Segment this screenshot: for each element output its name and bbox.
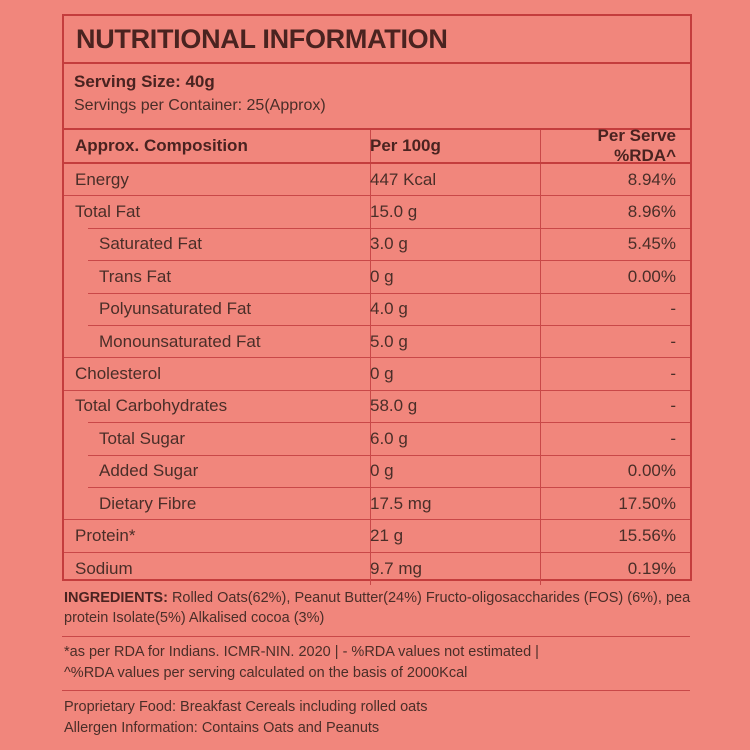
nutrient-name: Total Sugar xyxy=(99,428,185,448)
per-100g-value: 4.0 g xyxy=(370,299,408,319)
header-per-100g: Per 100g xyxy=(370,136,441,155)
serving-info: Serving Size: 40g Servings per Container… xyxy=(64,64,690,130)
table-row: Trans Fat 0 g 0.00% xyxy=(64,260,690,294)
per-100g-value: 5.0 g xyxy=(370,331,408,351)
footnote-basis: ^%RDA values per serving calculated on t… xyxy=(64,665,468,681)
table-row: Energy 447 Kcal 8.94% xyxy=(64,164,690,197)
rda-value: - xyxy=(670,428,676,448)
nutrient-name: Protein* xyxy=(75,525,136,545)
nutrient-name: Polyunsaturated Fat xyxy=(99,299,252,319)
serving-size: Serving Size: 40g xyxy=(74,72,215,91)
footnotes: *as per RDA for Indians. ICMR-NIN. 2020 … xyxy=(64,642,694,684)
per-100g-value: 3.0 g xyxy=(370,234,408,254)
rda-value: - xyxy=(670,396,676,416)
servings-per-container: Servings per Container: 25(Approx) xyxy=(74,97,326,114)
per-100g-value: 0 g xyxy=(370,266,394,286)
per-100g-value: 9.7 mg xyxy=(370,558,422,578)
per-100g-value: 58.0 g xyxy=(370,396,418,416)
divider xyxy=(62,636,690,637)
rda-value: 17.50% xyxy=(618,493,676,513)
per-100g-value: 15.0 g xyxy=(370,202,418,222)
nutrient-name: Saturated Fat xyxy=(99,234,203,254)
table-row: Sodium 9.7 mg 0.19% xyxy=(64,553,690,585)
ingredients: INGREDIENTS: Rolled Oats(62%), Peanut Bu… xyxy=(64,588,694,628)
table-header-row: Approx. Composition Per 100g Per Serve %… xyxy=(64,126,690,165)
rda-value: 0.00% xyxy=(627,266,676,286)
nutrient-name: Total Carbohydrates xyxy=(75,396,228,416)
ingredients-text: Rolled Oats(62%), Peanut Butter(24%) Fru… xyxy=(64,590,691,626)
per-100g-value: 447 Kcal xyxy=(370,169,437,189)
per-100g-value: 21 g xyxy=(370,525,404,545)
nutrition-table: Approx. Composition Per 100g Per Serve %… xyxy=(64,126,690,586)
table-row: Total Carbohydrates 58.0 g - xyxy=(64,391,690,424)
per-100g-value: 17.5 mg xyxy=(370,493,432,513)
divider xyxy=(62,690,690,691)
table-row: Dietary Fibre 17.5 mg 17.50% xyxy=(64,486,690,521)
table-row: Cholesterol 0 g - xyxy=(64,358,690,391)
per-100g-value: 0 g xyxy=(370,461,394,481)
per-100g-value: 0 g xyxy=(370,364,394,384)
table-row: Polyunsaturated Fat 4.0 g - xyxy=(64,292,690,326)
rda-value: 8.94% xyxy=(627,169,676,189)
rda-value: - xyxy=(670,299,676,319)
table-row: Total Fat 15.0 g 8.96% xyxy=(64,196,690,229)
product-info: Proprietary Food: Breakfast Cereals incl… xyxy=(64,697,694,739)
nutrient-name: Trans Fat xyxy=(99,266,172,286)
table-row: Added Sugar 0 g 0.00% xyxy=(64,454,690,488)
nutrient-name: Sodium xyxy=(75,558,133,578)
table-row: Saturated Fat 3.0 g 5.45% xyxy=(64,227,690,262)
table-row: Protein* 21 g 15.56% xyxy=(64,520,690,553)
table-row: Total Sugar 6.0 g - xyxy=(64,422,690,456)
rda-value: 15.56% xyxy=(618,525,676,545)
rda-value: 0.00% xyxy=(627,461,676,481)
nutrient-name: Added Sugar xyxy=(99,461,199,481)
nutrient-name: Dietary Fibre xyxy=(99,493,197,513)
nutrient-name: Total Fat xyxy=(75,202,141,222)
rda-value: - xyxy=(670,331,676,351)
ingredients-label: INGREDIENTS: xyxy=(64,590,168,606)
rda-value: - xyxy=(670,364,676,384)
nutrient-name: Energy xyxy=(75,169,129,189)
per-100g-value: 6.0 g xyxy=(370,428,408,448)
footnote-rda: *as per RDA for Indians. ICMR-NIN. 2020 … xyxy=(64,644,539,660)
table-row: Monounsaturated Fat 5.0 g - xyxy=(64,324,690,359)
rda-value: 8.96% xyxy=(627,202,676,222)
nutrient-name: Monounsaturated Fat xyxy=(99,331,261,351)
rda-value: 5.45% xyxy=(627,234,676,254)
header-per-serve-rda: Per Serve %RDA^ xyxy=(597,126,676,165)
allergen-info: Allergen Information: Contains Oats and … xyxy=(64,720,380,736)
nutrient-name: Cholesterol xyxy=(75,364,161,384)
rda-value: 0.19% xyxy=(627,558,676,578)
nutrition-panel: NUTRITIONAL INFORMATION Serving Size: 40… xyxy=(62,14,692,586)
nutrition-title: NUTRITIONAL INFORMATION xyxy=(64,16,690,64)
proprietary-food: Proprietary Food: Breakfast Cereals incl… xyxy=(64,699,428,715)
header-composition: Approx. Composition xyxy=(75,136,248,155)
